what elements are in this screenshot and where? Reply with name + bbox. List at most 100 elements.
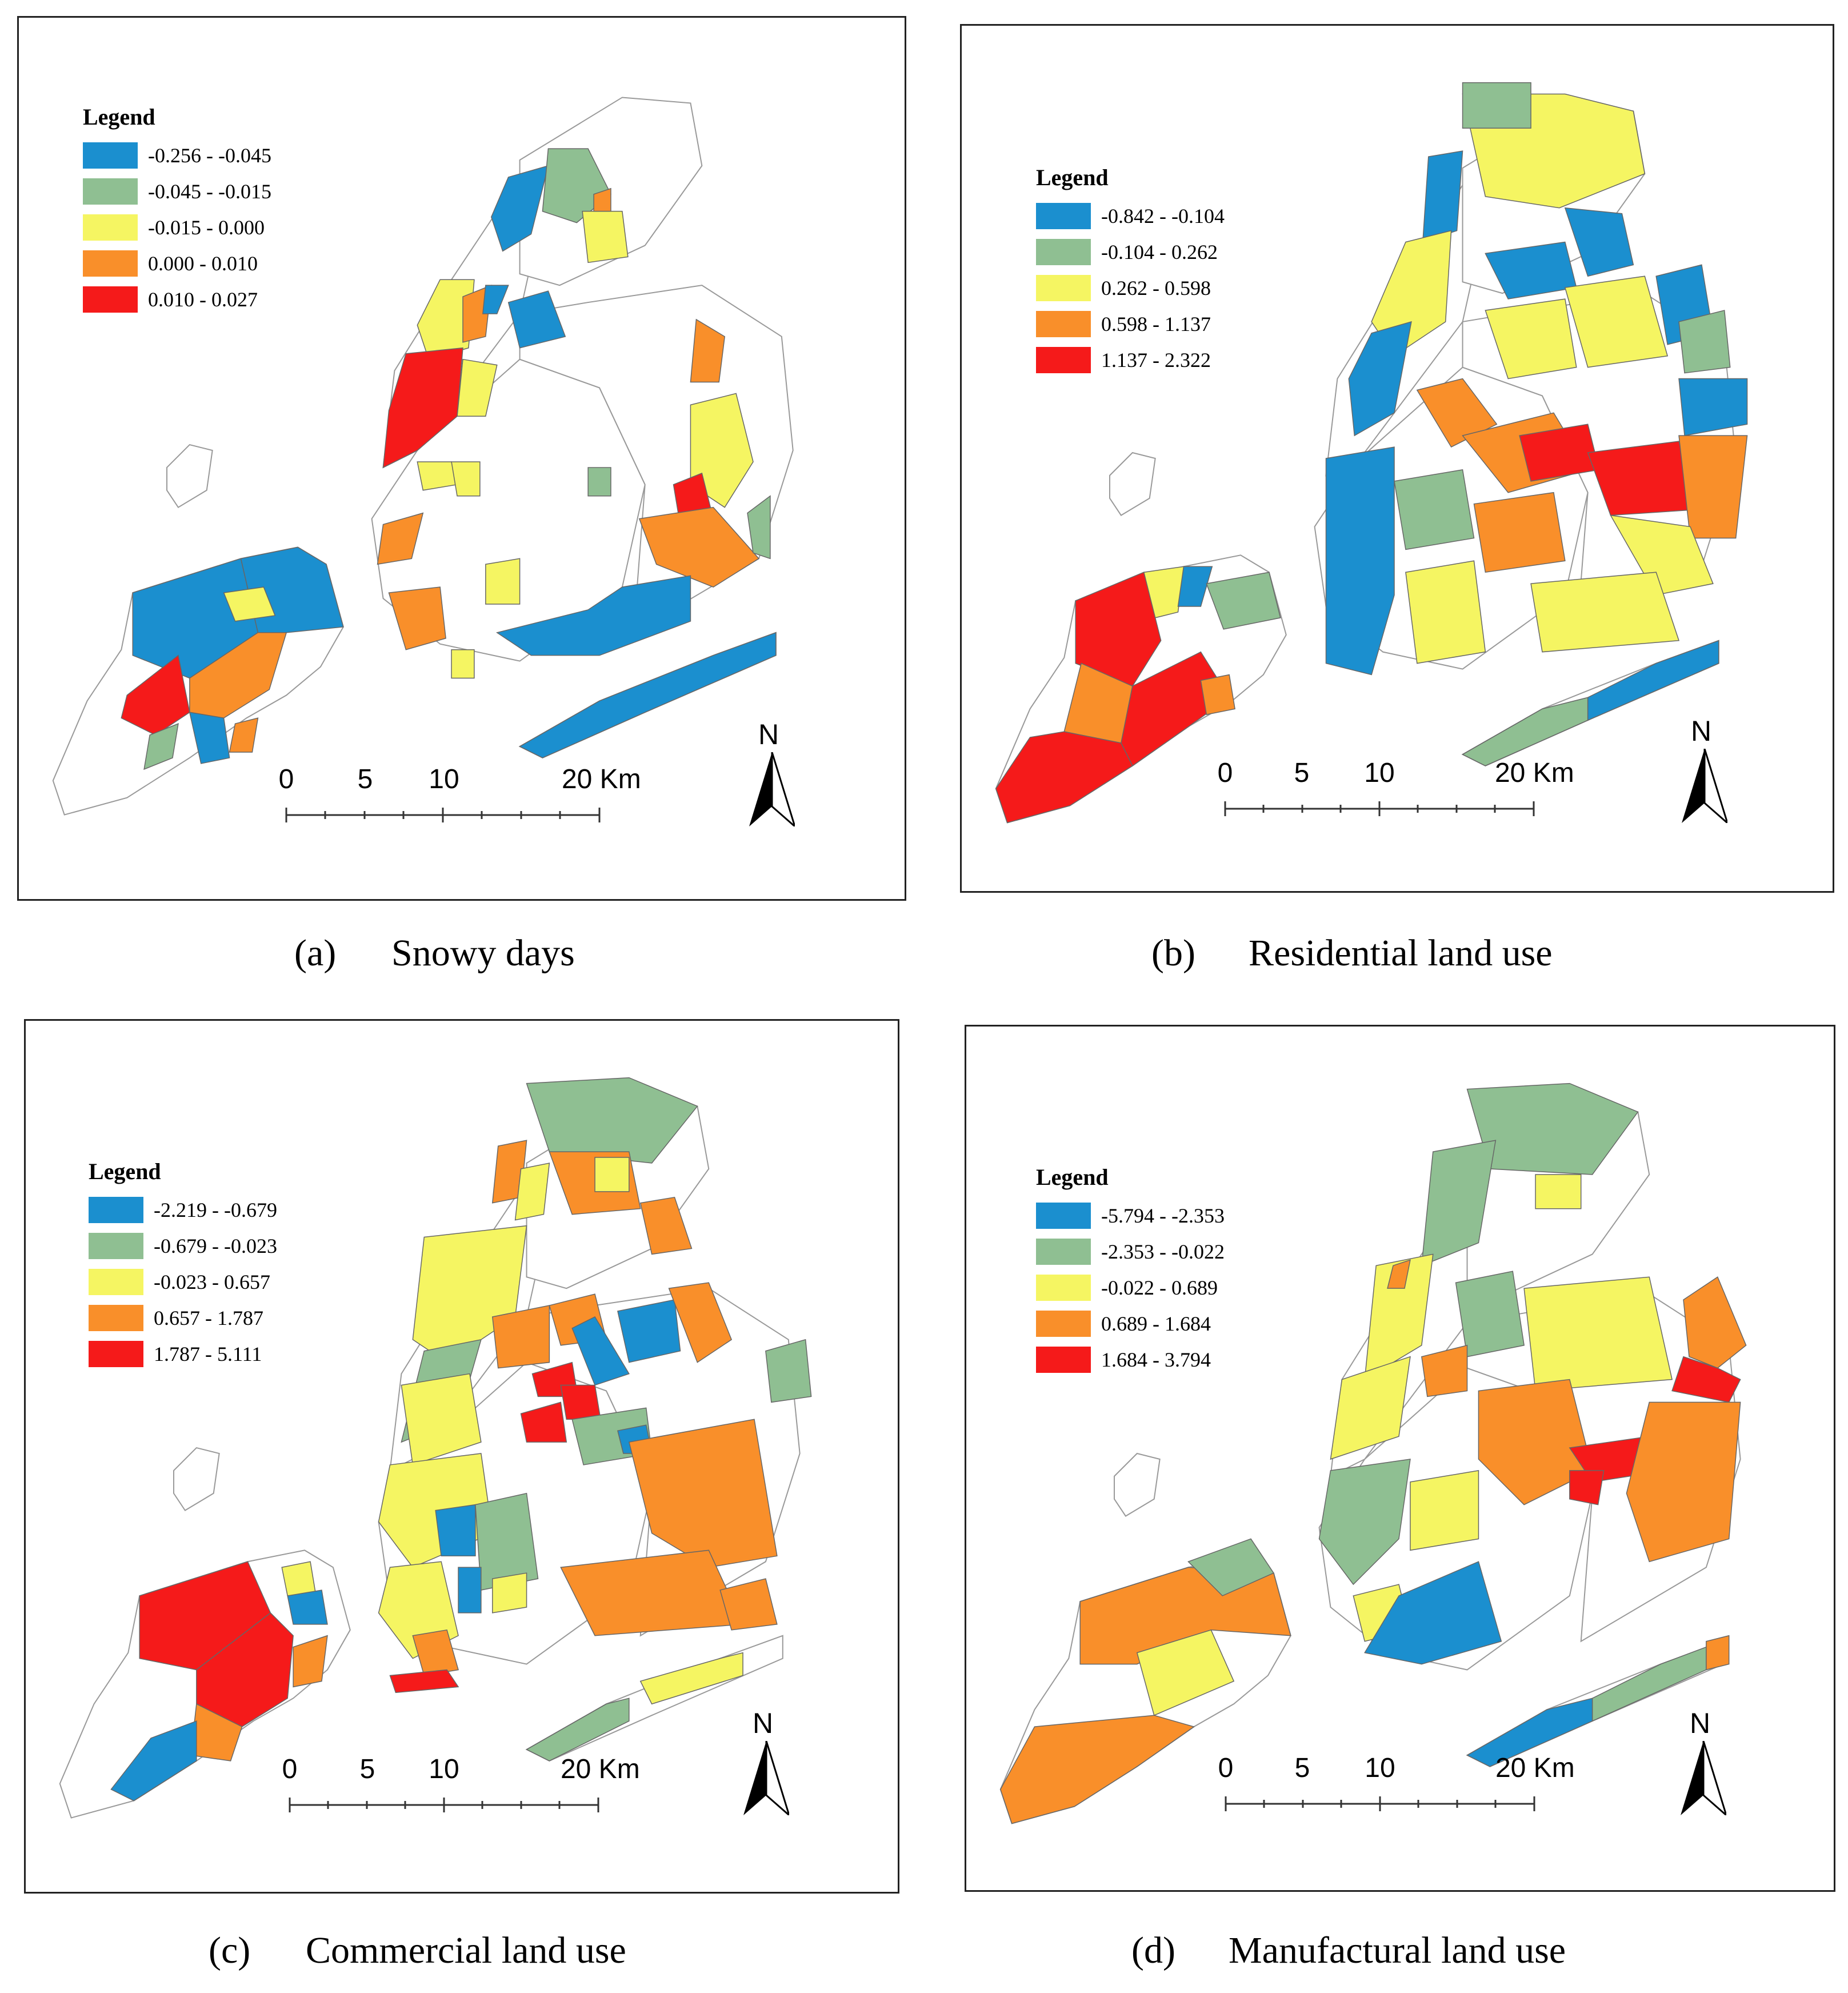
region: [1706, 1635, 1730, 1671]
scale-ruler: [1225, 1796, 1535, 1811]
region: [1187, 1538, 1274, 1596]
legend-item: -2.353 - -0.022: [1036, 1233, 1225, 1269]
region: [1318, 1459, 1411, 1585]
choropleth-map-c: [59, 1077, 812, 1819]
north-label: N: [1690, 1707, 1711, 1739]
legend-label: -0.679 - -0.023: [154, 1234, 277, 1257]
region: [143, 723, 179, 770]
legend-label: 0.010 - 0.027: [148, 287, 258, 311]
caption-tag: (c): [209, 1930, 251, 1971]
legend-swatch: [1036, 238, 1091, 265]
legend-item: -0.045 - -0.015: [83, 173, 271, 209]
region: [690, 393, 754, 508]
legend-label: 0.689 - 1.684: [1101, 1312, 1211, 1335]
map-panel-b: Legend -0.842 - -0.104 -0.104 - 0.262 0.…: [960, 24, 1834, 893]
region: [1421, 1140, 1497, 1267]
legend: Legend -2.219 - -0.679 -0.679 - -0.023 -…: [89, 1158, 277, 1372]
caption-tag: (d): [1131, 1930, 1175, 1971]
region: [451, 649, 475, 679]
region: [490, 165, 549, 252]
legend-swatch: [89, 1340, 143, 1367]
region: [1671, 1356, 1741, 1403]
legend-swatch: [89, 1196, 143, 1223]
region: [519, 632, 777, 758]
region: [526, 1077, 698, 1164]
region: [1206, 572, 1281, 630]
scale-label: 20 Km: [561, 764, 641, 794]
legend-item: 0.598 - 1.137: [1036, 306, 1225, 342]
legend-item: -0.842 - -0.104: [1036, 198, 1225, 234]
north-arrow: N: [749, 718, 795, 826]
legend-label: 1.787 - 5.111: [154, 1342, 262, 1365]
region: [1485, 298, 1577, 380]
scale-label: 20 Km: [560, 1754, 640, 1784]
region: [281, 1561, 317, 1596]
region: [668, 1282, 733, 1363]
region: [495, 575, 691, 656]
region: [1564, 275, 1669, 368]
region: [293, 1635, 328, 1688]
region: [412, 1629, 459, 1676]
region: [121, 654, 190, 736]
region: [491, 1305, 550, 1369]
legend-label: 0.262 - 0.598: [1101, 276, 1211, 299]
legend-label: -0.842 - -0.104: [1101, 204, 1225, 227]
scale-label: 0: [1218, 1753, 1234, 1783]
region: [594, 1157, 630, 1192]
north-label: N: [753, 1707, 774, 1739]
region: [1394, 469, 1475, 550]
legend-swatch: [1036, 1202, 1091, 1229]
legend-label: 0.657 - 1.787: [154, 1306, 263, 1329]
region: [1678, 310, 1731, 374]
caption-text: Manufactural land use: [1229, 1930, 1566, 1971]
north-label: N: [758, 718, 779, 750]
choropleth-map-a: [52, 97, 794, 816]
region: [377, 512, 424, 565]
legend-swatch: [1036, 274, 1091, 301]
north-arrow-icon: [749, 752, 795, 826]
region: [1683, 1276, 1747, 1369]
region: [1473, 492, 1566, 573]
region: [482, 285, 509, 314]
region: [571, 1316, 630, 1386]
legend-swatch: [1036, 1238, 1091, 1265]
region: [1610, 514, 1714, 596]
region: [999, 1715, 1195, 1824]
legend-label: -2.353 - -0.022: [1101, 1240, 1225, 1263]
region: [638, 506, 760, 588]
region: [229, 717, 259, 753]
legend-item: 1.137 - 2.322: [1036, 342, 1225, 378]
region: [382, 347, 463, 469]
region: [189, 712, 230, 764]
region: [1330, 1356, 1411, 1460]
region: [417, 461, 458, 491]
legend-label: -5.794 - -2.353: [1101, 1204, 1225, 1227]
caption-d: (d) Manufactural land use: [1131, 1929, 1566, 1972]
legend: Legend -0.256 - -0.045 -0.045 - -0.015 -…: [83, 103, 271, 317]
region: [1626, 1401, 1741, 1563]
region: [1136, 1629, 1235, 1716]
legend-item: 0.010 - 0.027: [83, 281, 271, 317]
north-arrow-icon: [1682, 749, 1727, 823]
region: [1325, 446, 1395, 676]
legend: Legend -5.794 - -2.353 -2.353 - -0.022 -…: [1036, 1164, 1225, 1377]
legend-label: 0.598 - 1.137: [1101, 312, 1211, 336]
scale-label: 10: [1364, 758, 1395, 788]
legend-item: 1.787 - 5.111: [89, 1336, 277, 1372]
region: [388, 586, 446, 650]
region: [514, 1163, 550, 1221]
north-arrow: N: [1682, 714, 1727, 823]
region: [1678, 435, 1748, 539]
region: [223, 586, 276, 622]
scale-bar: 0 5 10 20 Km: [279, 764, 641, 826]
scale-label: 20 Km: [1494, 758, 1574, 788]
legend-swatch: [1036, 1310, 1091, 1337]
legend-swatch: [89, 1268, 143, 1295]
legend-item: -0.022 - 0.689: [1036, 1269, 1225, 1305]
legend-item: -0.256 - -0.045: [83, 137, 271, 173]
legend-swatch: [83, 286, 138, 313]
legend-swatch: [1036, 202, 1091, 229]
legend-swatch: [89, 1304, 143, 1331]
legend-swatch: [83, 214, 138, 241]
caption-a: (a) Snowy days: [294, 932, 575, 975]
